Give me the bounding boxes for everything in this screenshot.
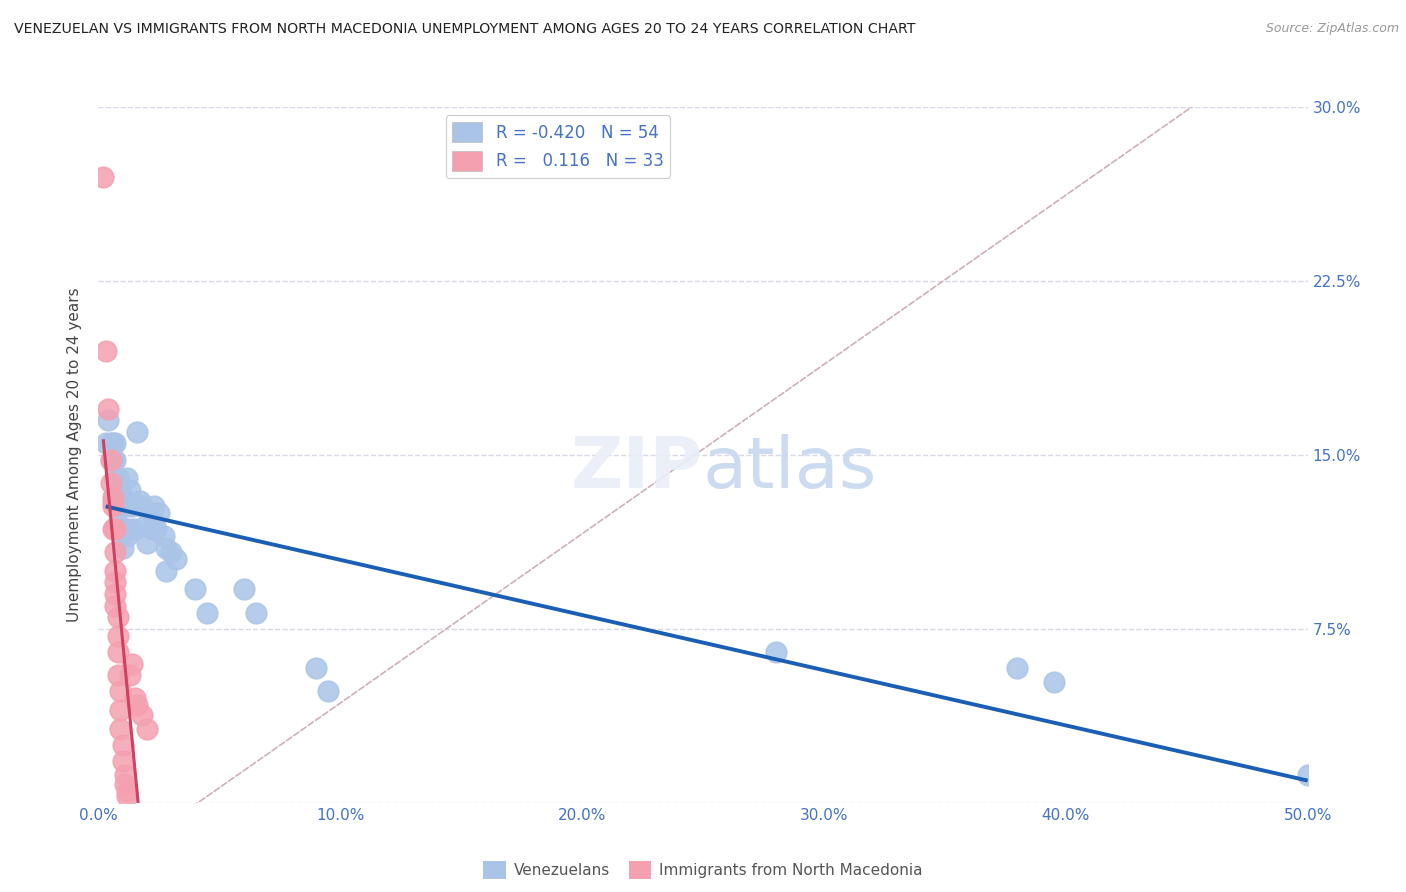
Point	[104, 471, 127, 485]
Point	[316, 684, 339, 698]
Point	[245, 606, 267, 620]
Point	[155, 564, 177, 578]
Point	[108, 703, 131, 717]
Point	[107, 471, 129, 485]
Point	[141, 522, 163, 536]
Point	[117, 789, 139, 803]
Point	[101, 490, 124, 504]
Text: VENEZUELAN VS IMMIGRANTS FROM NORTH MACEDONIA UNEMPLOYMENT AMONG AGES 20 TO 24 Y: VENEZUELAN VS IMMIGRANTS FROM NORTH MACE…	[14, 22, 915, 37]
Point	[765, 645, 787, 659]
Point	[117, 499, 139, 513]
Point	[108, 522, 131, 536]
Point	[111, 541, 134, 555]
Point	[148, 506, 170, 520]
Point	[101, 499, 124, 513]
Point	[184, 582, 207, 597]
Point	[108, 722, 131, 736]
Point	[155, 541, 177, 555]
Point	[195, 606, 218, 620]
Point	[152, 529, 174, 543]
Point	[101, 436, 124, 450]
Point	[117, 471, 139, 485]
Point	[141, 506, 163, 520]
Point	[91, 169, 114, 184]
Point	[104, 490, 127, 504]
Point	[131, 499, 153, 513]
Point	[135, 536, 157, 550]
Point	[1007, 661, 1029, 675]
Point	[1042, 675, 1064, 690]
Point	[124, 522, 146, 536]
Text: ZIP: ZIP	[571, 434, 703, 503]
Point	[101, 494, 124, 508]
Y-axis label: Unemployment Among Ages 20 to 24 years: Unemployment Among Ages 20 to 24 years	[67, 287, 83, 623]
Point	[108, 499, 131, 513]
Point	[121, 499, 143, 513]
Point	[118, 668, 141, 682]
Point	[104, 452, 127, 467]
Point	[101, 452, 124, 467]
Text: Source: ZipAtlas.com: Source: ZipAtlas.com	[1265, 22, 1399, 36]
Point	[94, 343, 117, 358]
Point	[111, 490, 134, 504]
Point	[107, 610, 129, 624]
Point	[107, 499, 129, 513]
Point	[114, 494, 136, 508]
Point	[100, 475, 122, 490]
Point	[124, 691, 146, 706]
Point	[127, 425, 149, 439]
Point	[111, 522, 134, 536]
Point	[107, 517, 129, 532]
Point	[108, 684, 131, 698]
Point	[100, 452, 122, 467]
Point	[100, 452, 122, 467]
Point	[114, 768, 136, 782]
Point	[114, 777, 136, 791]
Point	[111, 754, 134, 768]
Point	[135, 517, 157, 532]
Point	[101, 522, 124, 536]
Point	[104, 575, 127, 590]
Point	[104, 436, 127, 450]
Point	[108, 483, 131, 497]
Point	[232, 582, 254, 597]
Point	[107, 645, 129, 659]
Point	[131, 707, 153, 722]
Point	[104, 587, 127, 601]
Point	[135, 722, 157, 736]
Point	[121, 657, 143, 671]
Point	[97, 401, 120, 416]
Text: atlas: atlas	[703, 434, 877, 503]
Point	[118, 522, 141, 536]
Point	[143, 499, 166, 513]
Point	[114, 522, 136, 536]
Point	[117, 529, 139, 543]
Point	[160, 545, 183, 559]
Point	[117, 784, 139, 798]
Point	[127, 698, 149, 713]
Point	[104, 599, 127, 613]
Point	[165, 552, 187, 566]
Point	[107, 629, 129, 643]
Point	[104, 522, 127, 536]
Point	[100, 436, 122, 450]
Point	[1296, 768, 1319, 782]
Legend: Venezuelans, Immigrants from North Macedonia: Venezuelans, Immigrants from North Maced…	[477, 855, 929, 886]
Point	[111, 738, 134, 752]
Point	[118, 483, 141, 497]
Point	[104, 545, 127, 559]
Point	[107, 668, 129, 682]
Point	[104, 564, 127, 578]
Point	[94, 436, 117, 450]
Point	[128, 494, 150, 508]
Point	[305, 661, 328, 675]
Point	[97, 413, 120, 427]
Point	[145, 522, 167, 536]
